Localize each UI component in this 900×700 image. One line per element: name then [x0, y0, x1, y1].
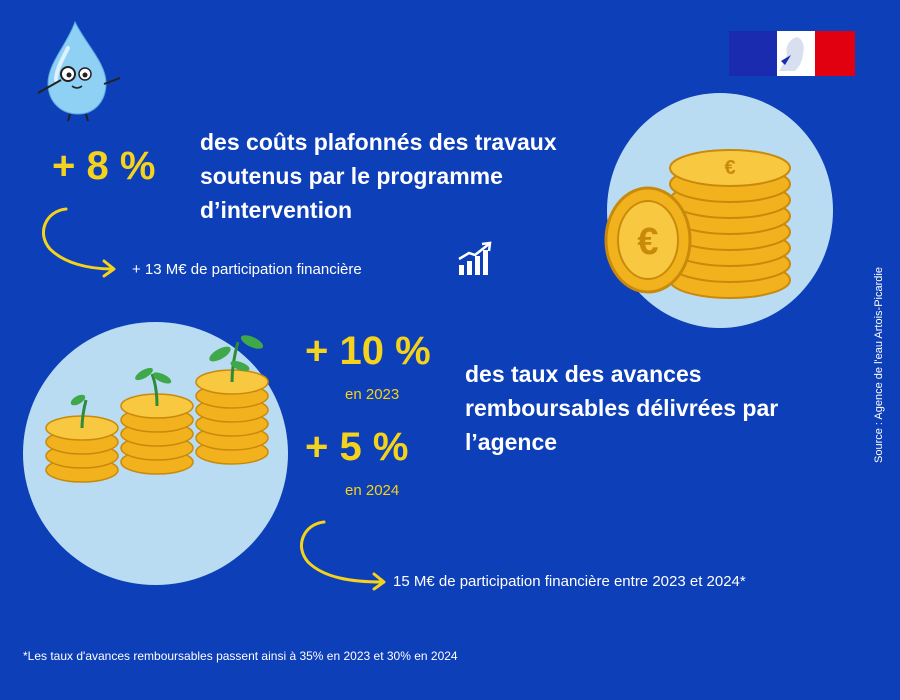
footnote: *Les taux d'avances remboursables passen…: [23, 649, 458, 663]
source-label: Source : Agence de l'eau Artois-Picardie: [873, 267, 885, 463]
svg-text:€: €: [637, 221, 658, 263]
section1-line-3: d’intervention: [200, 197, 353, 223]
section2-line-2: remboursables délivrées par: [465, 395, 779, 421]
section1-line-2: soutenus par le programme: [200, 163, 503, 189]
year-2024-label: en 2024: [345, 482, 400, 499]
section1-financial-note: + 13 M€ de participation financière: [132, 261, 362, 278]
marianne-flag-icon: [729, 31, 855, 76]
section2-line-1: des taux des avances: [465, 361, 702, 387]
euro-coin-stack-icon: € €: [604, 149, 791, 299]
curved-arrow-icon: [299, 520, 386, 591]
section2-financial-note: 15 M€ de participation financière entre …: [393, 573, 746, 590]
section1-line-1: des coûts plafonnés des travaux: [200, 129, 557, 155]
headline-plus-8-percent: + 8 %: [52, 144, 156, 188]
section2-description: des taux des avances remboursables déliv…: [465, 357, 865, 459]
water-drop-mascot-icon: [37, 20, 121, 122]
coin-plants-icon: [45, 335, 269, 483]
curved-arrow-icon: [41, 207, 116, 278]
growth-chart-icon: [458, 241, 492, 275]
section2-line-3: l’agence: [465, 429, 558, 455]
svg-text:€: €: [724, 157, 735, 179]
headline-plus-5-percent: + 5 %: [305, 425, 409, 469]
year-2023-label: en 2023: [345, 386, 400, 403]
headline-plus-10-percent: + 10 %: [305, 329, 431, 373]
section1-description: des coûts plafonnés des travaux soutenus…: [200, 125, 640, 227]
